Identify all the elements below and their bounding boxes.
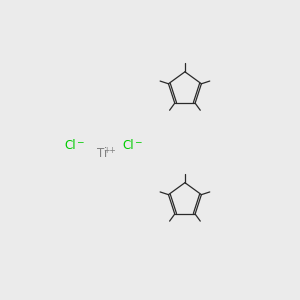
Text: −: − [134,137,141,146]
Text: −: − [76,137,84,146]
Text: Ti: Ti [97,147,107,160]
Text: Cl: Cl [65,139,76,152]
Text: ++: ++ [103,146,116,155]
Text: Cl: Cl [123,139,134,152]
